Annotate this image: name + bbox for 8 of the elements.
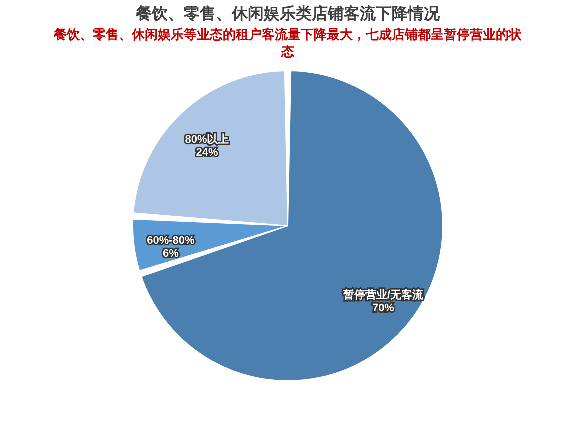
slice-label: 60%-80% — [147, 234, 195, 247]
chart-subtitle: 餐饮、零售、休闲娱乐等业态的租户客流量下降最大，七成店铺都呈暂停营业的状态 — [53, 27, 523, 61]
data-label: 24% — [196, 146, 218, 159]
data-label: 6% — [162, 248, 180, 260]
data-label: 70% — [372, 302, 395, 314]
slice-label: 暂停营业/无客流 — [342, 288, 424, 302]
slice-label: 80%以上 — [185, 132, 230, 146]
chart-title: 餐饮、零售、休闲娱乐类店铺客流下降情况 — [135, 4, 441, 25]
